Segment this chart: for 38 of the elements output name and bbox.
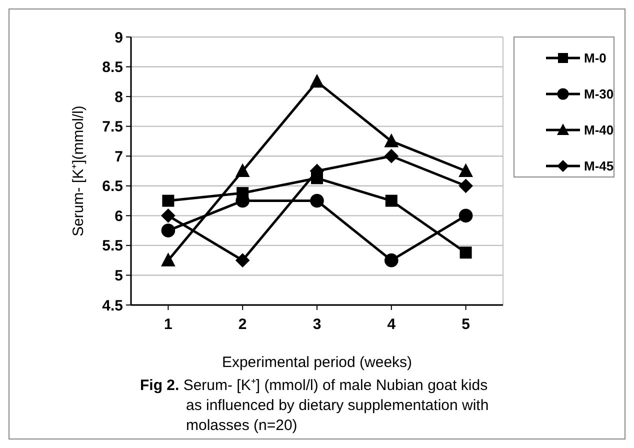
y-tick-label: 5.5 bbox=[102, 238, 123, 255]
point bbox=[458, 163, 473, 177]
x-tick-label: 1 bbox=[164, 316, 172, 333]
point bbox=[458, 208, 473, 223]
y-tick-label: 8 bbox=[114, 88, 123, 106]
y-tick-label: 6.5 bbox=[102, 178, 123, 196]
y-tick-label: 8.5 bbox=[102, 59, 123, 76]
point bbox=[385, 194, 398, 207]
point bbox=[161, 224, 176, 238]
y-tick-label: 9 bbox=[114, 29, 123, 46]
point bbox=[460, 246, 472, 259]
point bbox=[458, 178, 473, 194]
point bbox=[310, 74, 324, 88]
point bbox=[310, 194, 324, 208]
caption: Fig 2. Serum- [K⁺] (mmol/l) of male Nubian goat kids as influenced by dietary supplementation with molasses (n=20) bbox=[140, 377, 489, 434]
x-tick-label: 4 bbox=[387, 316, 396, 333]
x-tick-label: 5 bbox=[462, 316, 470, 333]
y-tick-label: 5 bbox=[114, 267, 123, 284]
point bbox=[384, 148, 399, 164]
y-axis-title: Serum- [K⁺](mmol/l) bbox=[70, 106, 87, 236]
point bbox=[235, 163, 250, 177]
point bbox=[161, 208, 176, 223]
y-tick-label: 6 bbox=[114, 208, 123, 225]
point bbox=[161, 252, 176, 266]
point bbox=[162, 194, 174, 207]
y-tick-label: 7 bbox=[114, 148, 123, 166]
point bbox=[384, 133, 399, 148]
x-tick-label: 3 bbox=[312, 316, 322, 333]
legend-label: M-45 bbox=[584, 158, 614, 174]
legend-label: M-0 bbox=[584, 50, 606, 66]
point bbox=[384, 253, 398, 268]
legend-label: M-30 bbox=[584, 86, 614, 102]
x-axis-title: Experimental period (weeks) bbox=[222, 354, 412, 371]
x-tick-label: 2 bbox=[238, 316, 247, 333]
legend-label: M-40 bbox=[584, 122, 614, 138]
y-tick-label: 7.5 bbox=[102, 118, 123, 136]
point bbox=[235, 253, 250, 268]
y-tick-label: 4.5 bbox=[102, 297, 123, 314]
